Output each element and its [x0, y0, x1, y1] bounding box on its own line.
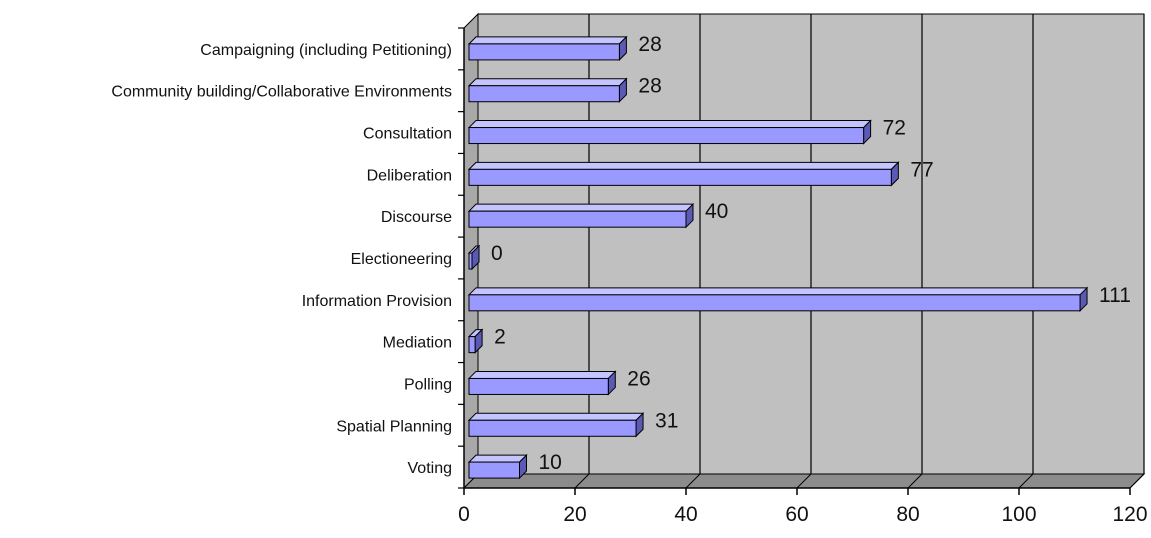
category-label: Consultation	[363, 126, 452, 143]
bar	[468, 252, 473, 270]
data-label: 2	[494, 326, 506, 349]
category-label: Information Provision	[302, 293, 452, 310]
bar	[468, 461, 520, 479]
gridline-floor	[685, 473, 701, 489]
category-label: Campaigning (including Petitioning)	[200, 42, 452, 59]
bar	[468, 210, 687, 228]
bar-top	[467, 36, 628, 45]
gridline-floor	[1018, 473, 1034, 489]
bar-top	[467, 412, 645, 421]
bar	[468, 127, 865, 145]
gridlines	[574, 14, 1145, 489]
data-label: 111	[1099, 284, 1131, 307]
x-tick-label: 0	[458, 503, 470, 526]
x-tick-label: 100	[1001, 503, 1036, 526]
x-tick-label: 120	[1112, 503, 1147, 526]
data-label: 28	[638, 33, 661, 56]
bar-top	[467, 120, 872, 129]
category-label: Electioneering	[351, 251, 452, 268]
data-label: 10	[539, 451, 562, 474]
bar-top	[467, 287, 1089, 296]
data-label: 0	[491, 242, 503, 265]
gridline-floor	[796, 473, 812, 489]
bar	[468, 85, 620, 103]
bar-top	[467, 161, 900, 170]
bar	[468, 336, 476, 354]
bars	[467, 35, 1089, 480]
data-label: 72	[883, 117, 906, 140]
gridline-floor	[1129, 473, 1145, 489]
category-label: Deliberation	[367, 167, 452, 184]
bar	[468, 294, 1081, 312]
category-label: Polling	[404, 376, 452, 393]
x-tick-label: 20	[563, 503, 586, 526]
category-label: Discourse	[381, 209, 452, 226]
data-label: 28	[638, 75, 661, 98]
bar	[468, 43, 620, 61]
data-label: 31	[655, 409, 678, 432]
gridline-floor	[907, 473, 923, 489]
bar-top	[467, 370, 617, 379]
gridline-floor	[574, 473, 590, 489]
category-label: Spatial Planning	[336, 418, 452, 435]
x-tick-label: 60	[785, 503, 808, 526]
bar	[468, 377, 609, 395]
x-tick-label: 40	[674, 503, 697, 526]
bar	[468, 419, 637, 437]
data-label: 77	[910, 158, 933, 181]
bar-top	[467, 454, 528, 463]
bar-top	[467, 203, 695, 212]
bar-top	[467, 78, 628, 87]
x-tick-label: 80	[896, 503, 919, 526]
category-label: Voting	[408, 460, 452, 477]
data-label: 40	[705, 200, 728, 223]
axes	[458, 27, 1131, 495]
bar	[468, 168, 892, 186]
category-label: Community building/Collaborative Environ…	[111, 84, 452, 101]
category-label: Mediation	[383, 335, 452, 352]
data-label: 26	[627, 367, 650, 390]
